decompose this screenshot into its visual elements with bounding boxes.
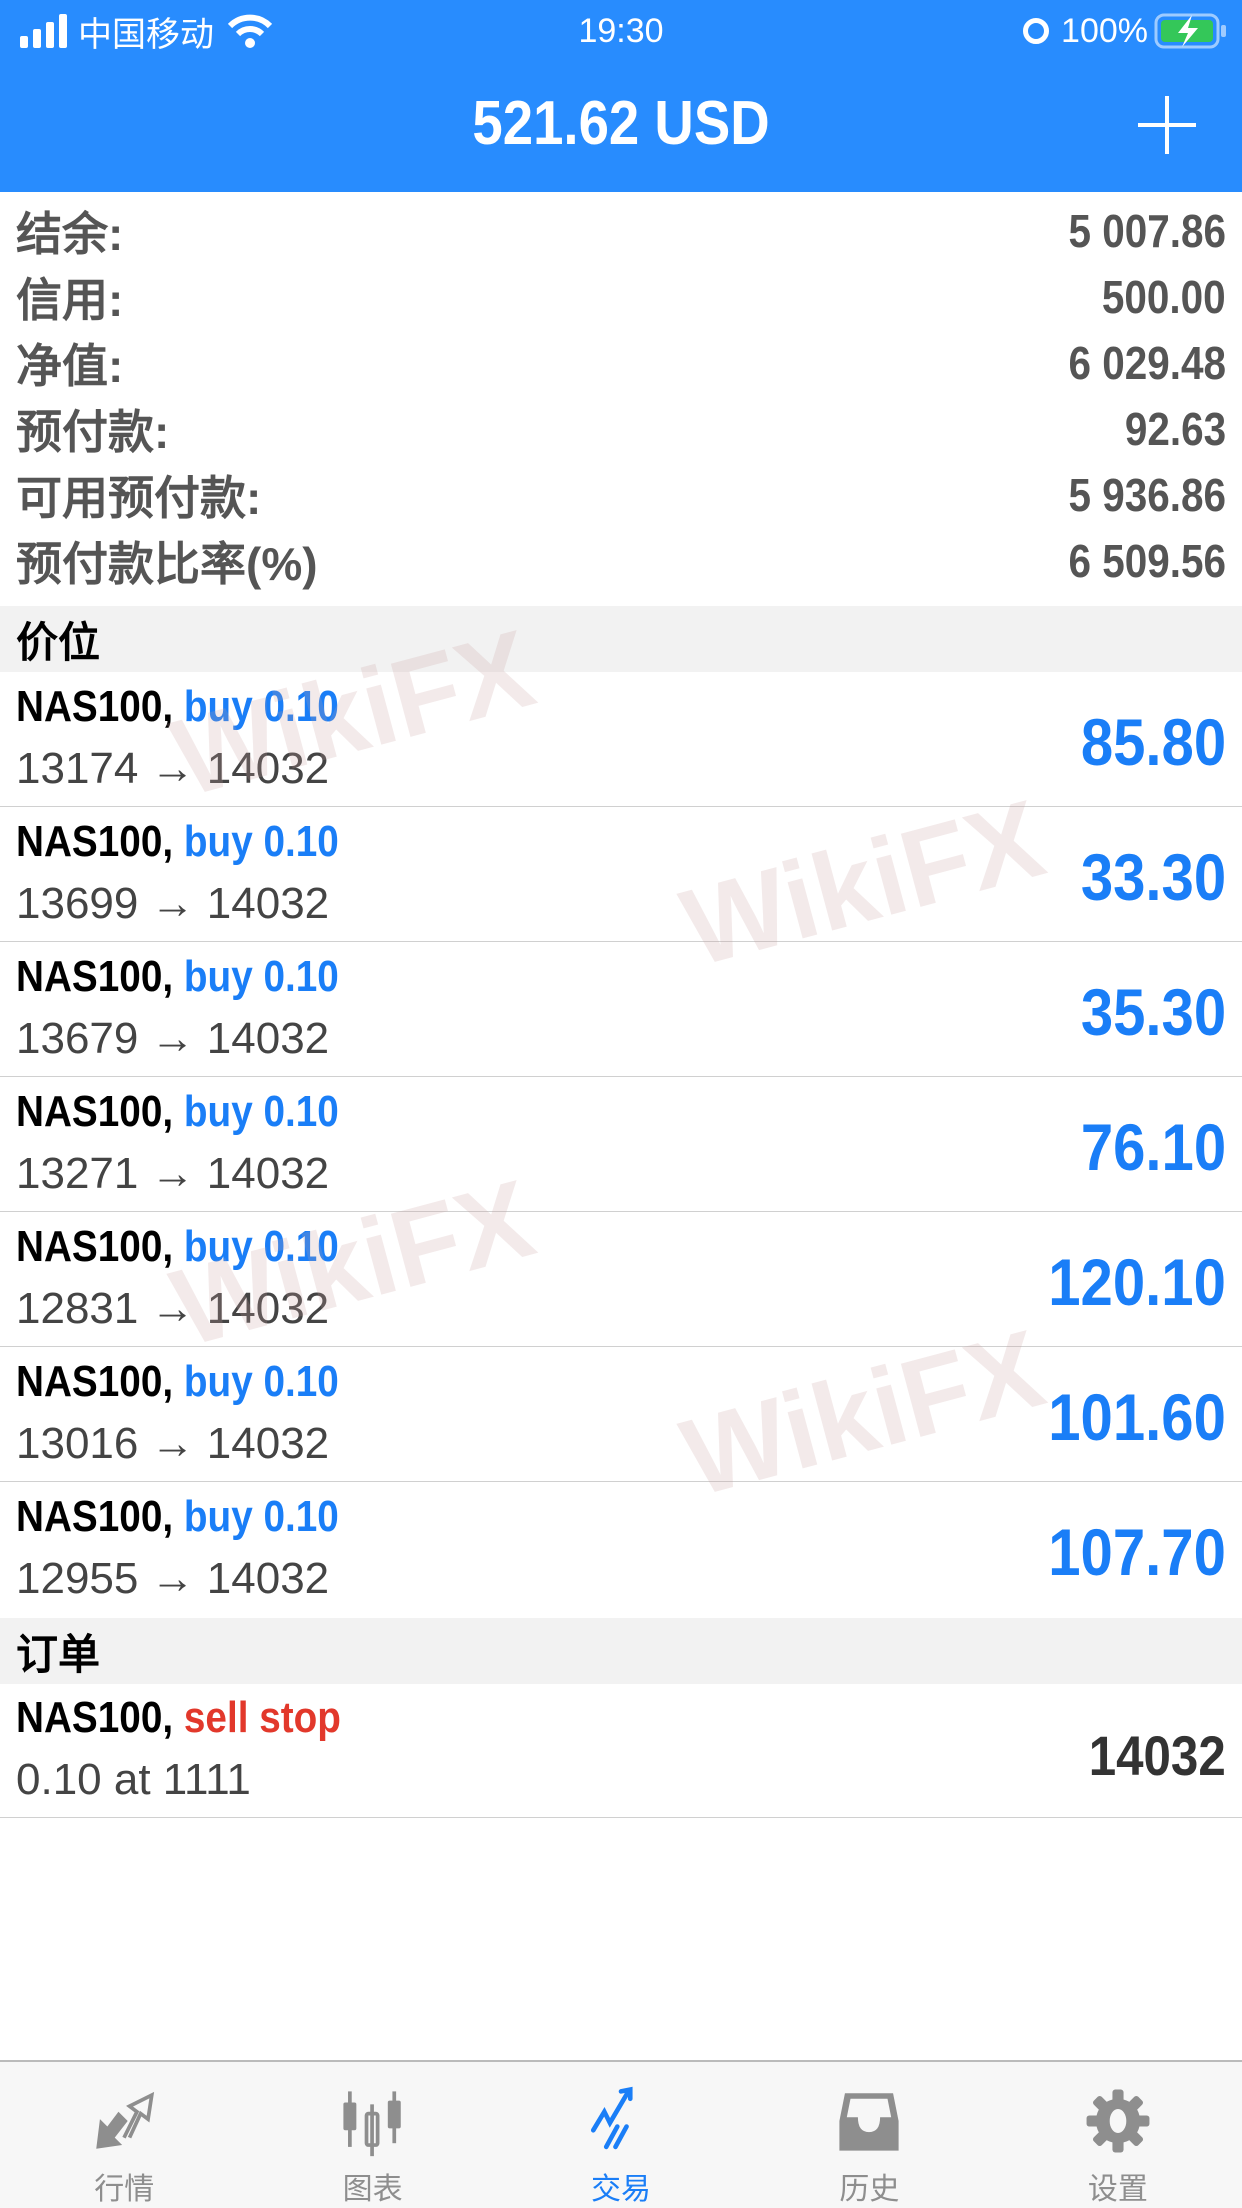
symbol: NAS100, <box>16 1492 174 1541</box>
summary-label: 可用预付款: <box>16 472 262 524</box>
clock: 19:30 <box>578 11 664 50</box>
profit: 107.70 <box>1048 1515 1226 1589</box>
order-price: 14032 <box>1088 1724 1226 1787</box>
profit: 76.10 <box>1080 1110 1226 1184</box>
profit: 33.30 <box>1080 840 1226 914</box>
summary-value: 5 936.86 <box>1068 469 1226 521</box>
order-row[interactable]: NAS100, sell stop 0.10 at 1111 14032 <box>0 1683 1242 1818</box>
symbol: NAS100, <box>16 817 174 866</box>
summary-row-credit: 信用: 500.00 <box>0 264 1242 330</box>
summary-row-margin-level: 预付款比率(%) 6 509.56 <box>0 528 1242 594</box>
summary-value: 5 007.86 <box>1068 205 1226 257</box>
price-range: 13174 → 14032 <box>16 744 330 793</box>
alarm-icon <box>1023 18 1050 44</box>
tab-label: 历史 <box>839 2173 900 2206</box>
tab-history[interactable]: 历史 <box>745 2062 993 2208</box>
position-row[interactable]: NAS100, buy 0.10 13271 → 14032 76.10 <box>0 1077 1242 1212</box>
top-bar: 中国移动 19:30 100% 521.62 USD <box>0 0 1242 192</box>
trade-trend-icon <box>590 2086 633 2150</box>
tab-label: 交易 <box>591 2173 652 2206</box>
battery-percent: 100% <box>1061 11 1148 50</box>
summary-row-equity: 净值: 6 029.48 <box>0 330 1242 396</box>
summary-value: 6 509.56 <box>1068 535 1226 587</box>
plus-icon[interactable] <box>1138 96 1196 154</box>
symbol: NAS100, <box>16 1357 174 1406</box>
symbol: NAS100, <box>16 1087 174 1136</box>
trade-type: buy 0.10 <box>183 1087 339 1136</box>
profit: 120.10 <box>1048 1245 1226 1319</box>
candlestick-chart-icon <box>343 2091 401 2157</box>
position-row[interactable]: NAS100, buy 0.10 12831 → 14032 120.10 <box>0 1212 1242 1347</box>
orders-section-header: 订单 <box>0 1618 1242 1684</box>
signal-icon <box>20 14 67 48</box>
orders-list: NAS100, sell stop 0.10 at 1111 14032 <box>0 1683 1242 1818</box>
trade-type: buy 0.10 <box>183 1492 339 1541</box>
trade-type: buy 0.10 <box>183 952 339 1001</box>
price-range: 13016 → 14032 <box>16 1419 330 1468</box>
page-title: 521.62 USD <box>472 89 770 158</box>
positions-section-header: 价位 <box>0 606 1242 672</box>
price-range: 13699 → 14032 <box>16 879 330 928</box>
position-row[interactable]: NAS100, buy 0.10 13016 → 14032 101.60 <box>0 1347 1242 1482</box>
position-row[interactable]: NAS100, buy 0.10 12955 → 14032 107.70 <box>0 1482 1242 1617</box>
quotes-arrows-icon <box>96 2091 155 2149</box>
tab-bar: 行情 图表 交易 历史 设置 <box>0 2060 1242 2208</box>
summary-value: 92.63 <box>1124 403 1226 455</box>
summary-label: 结余: <box>16 208 124 260</box>
summary-row-margin: 预付款: 92.63 <box>0 396 1242 462</box>
positions-list: NAS100, buy 0.10 13174 → 14032 85.80 NAS10… <box>0 672 1242 1617</box>
tab-label: 图表 <box>342 2173 403 2206</box>
profit: 85.80 <box>1080 705 1226 779</box>
summary-label: 预付款比率(%) <box>16 538 318 590</box>
carrier: 中国移动 <box>78 15 214 54</box>
symbol: NAS100, <box>16 682 174 731</box>
price-range: 12955 → 14032 <box>16 1554 330 1603</box>
tab-settings[interactable]: 设置 <box>994 2062 1242 2208</box>
order-detail: 0.10 at 1111 <box>16 1755 251 1804</box>
tab-label: 行情 <box>94 2173 155 2206</box>
profit: 35.30 <box>1080 975 1226 1049</box>
price-range: 12831 → 14032 <box>16 1284 330 1333</box>
symbol: NAS100, <box>16 952 174 1001</box>
summary-value: 6 029.48 <box>1068 337 1226 389</box>
summary-row-balance: 结余: 5 007.86 <box>0 198 1242 264</box>
trade-type: buy 0.10 <box>183 1357 339 1406</box>
summary-label: 信用: <box>16 274 124 326</box>
wifi-icon <box>228 14 272 48</box>
price-range: 13271 → 14032 <box>16 1149 330 1198</box>
account-summary: 结余: 5 007.86 信用: 500.00 净值: 6 029.48 预付款: 92… <box>0 198 1242 594</box>
trade-type: buy 0.10 <box>183 1222 339 1271</box>
tab-charts[interactable]: 图表 <box>248 2062 496 2208</box>
tab-quotes[interactable]: 行情 <box>0 2062 248 2208</box>
tab-label: 设置 <box>1087 2173 1148 2206</box>
symbol: NAS100, <box>16 1222 174 1271</box>
gear-icon <box>1086 2089 1150 2153</box>
summary-label: 预付款: <box>16 406 170 458</box>
profit: 101.60 <box>1048 1380 1226 1454</box>
price-range: 13679 → 14032 <box>16 1014 330 1063</box>
order-type: sell stop <box>183 1693 341 1742</box>
tab-trade[interactable]: 交易 <box>497 2062 745 2208</box>
position-row[interactable]: NAS100, buy 0.10 13699 → 14032 33.30 <box>0 807 1242 942</box>
summary-label: 净值: <box>16 340 124 392</box>
position-row[interactable]: NAS100, buy 0.10 13679 → 14032 35.30 <box>0 942 1242 1077</box>
summary-row-free-margin: 可用预付款: 5 936.86 <box>0 462 1242 528</box>
summary-value: 500.00 <box>1102 271 1226 323</box>
trade-type: buy 0.10 <box>183 682 339 731</box>
trade-type: buy 0.10 <box>183 817 339 866</box>
symbol: NAS100, <box>16 1693 174 1742</box>
status-left: 中国移动 <box>20 8 272 54</box>
battery-charging-icon <box>1154 13 1226 49</box>
status-right: 100% <box>1023 8 1228 54</box>
position-row[interactable]: NAS100, buy 0.10 13174 → 14032 85.80 <box>0 672 1242 807</box>
history-inbox-icon <box>839 2093 900 2151</box>
